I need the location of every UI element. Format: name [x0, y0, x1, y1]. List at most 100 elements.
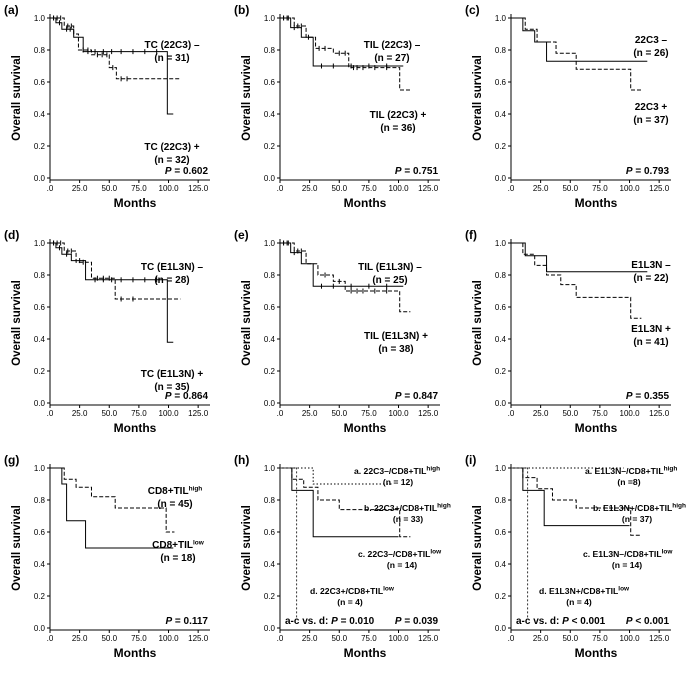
x-tick-label: 50.0 [331, 184, 347, 193]
logrank-p-value: P = 0.039 [395, 616, 439, 627]
y-tick-label: 0.4 [495, 560, 507, 569]
x-tick-label: 25.0 [302, 184, 318, 193]
curve-annotation: c. 22C3–/CD8+TILlow [358, 549, 442, 560]
survival-curve [50, 242, 181, 300]
logrank-p-value: P = 0.117 [165, 616, 208, 627]
survival-curve [50, 17, 181, 80]
panel-label: (d) [4, 228, 19, 242]
y-tick-label: 0.8 [264, 46, 276, 55]
logrank-p-value: P = 0.355 [626, 391, 670, 402]
curve-annotation: TC (22C3) – [144, 40, 199, 51]
curve-annotation: b. E1L3N+/CD8+TILhigh [593, 503, 686, 514]
survival-curve [511, 17, 642, 91]
curve-annotation: (n = 32) [154, 155, 189, 166]
panel-label: (f) [465, 228, 477, 242]
km-chart: (d) 0.0 0.2 0.4 0.6 0.8 1.0 .0 25.0 50.0 75.0 100.0… [4, 228, 210, 435]
y-tick-label: 0.0 [34, 174, 46, 183]
panel-label: (b) [234, 3, 249, 17]
y-tick-label: 0.4 [495, 110, 507, 119]
survival-curve [280, 242, 411, 313]
axis-lines [279, 14, 440, 181]
y-tick-label: 0.6 [34, 528, 46, 537]
curve-annotation: b. 22C3+/CD8+TILhigh [364, 503, 451, 514]
y-tick-label: 1.0 [264, 14, 276, 23]
y-tick-label: 0.0 [495, 399, 507, 408]
y-tick-label: 1.0 [34, 464, 46, 473]
curve-annotation: TIL (E1L3N) + [364, 331, 428, 342]
x-tick-label: .0 [47, 184, 54, 193]
y-axis-label: Overall survival [472, 505, 484, 591]
x-tick-label: 50.0 [101, 409, 117, 418]
x-tick-label: 75.0 [131, 634, 147, 643]
curve-annotation: d. 22C3+/CD8+TILlow [310, 586, 395, 597]
y-axis-label: Overall survival [241, 505, 253, 591]
y-tick-label: 0.4 [34, 110, 46, 119]
x-tick-label: 125.0 [418, 634, 439, 643]
y-tick-label: 0.0 [495, 624, 507, 633]
curve-annotation: (n = 35) [154, 382, 189, 393]
curve-annotation: (n = 37) [633, 115, 668, 126]
x-tick-label: 75.0 [592, 409, 608, 418]
y-axis-label: Overall survival [241, 55, 253, 141]
panel-label: (i) [465, 453, 476, 467]
survival-curve [511, 242, 642, 319]
logrank-p-value: P = 0.847 [395, 391, 439, 402]
curve-annotation: TIL (22C3) + [370, 110, 427, 121]
y-tick-label: 0.8 [495, 46, 507, 55]
curve-annotation: a. E1L3N–/CD8+TILhigh [585, 466, 677, 477]
x-tick-label: 50.0 [331, 634, 347, 643]
km-panel-d: (d) 0.0 0.2 0.4 0.6 0.8 1.0 .0 25.0 50.0 75.0 100.0… [0, 225, 230, 450]
curve-annotation: (n = 41) [633, 337, 668, 348]
curve-annotation: (n =8) [617, 477, 640, 487]
km-panel-c: (c) 0.0 0.2 0.4 0.6 0.8 1.0 .0 25.0 50.0 75.0 100.0… [461, 0, 691, 225]
km-chart: (f) 0.0 0.2 0.4 0.6 0.8 1.0 .0 25.0 50.0 75.0 100.0… [465, 228, 671, 435]
panel-label: (c) [465, 3, 480, 17]
x-axis-label: Months [575, 196, 618, 210]
curve-annotation: (n = 18) [160, 553, 195, 564]
km-panel-a: (a) 0.0 0.2 0.4 0.6 0.8 1.0 .0 25.0 50.0 75.0 100.0… [0, 0, 230, 225]
y-tick-label: 0.2 [264, 142, 276, 151]
y-tick-label: 0.6 [495, 78, 507, 87]
x-tick-label: 125.0 [188, 184, 209, 193]
y-tick-label: 0.0 [34, 399, 46, 408]
y-tick-label: 0.8 [34, 496, 46, 505]
y-tick-label: 1.0 [264, 464, 276, 473]
curve-annotation: TIL (E1L3N) – [358, 262, 422, 273]
x-axis-label: Months [575, 646, 618, 660]
km-chart: (i) 0.0 0.2 0.4 0.6 0.8 1.0 .0 25.0 50.0 75.0 100.0… [465, 453, 686, 660]
y-tick-label: 1.0 [495, 239, 507, 248]
curve-annotation: (n = 31) [154, 53, 189, 64]
y-tick-label: 0.6 [264, 303, 276, 312]
survival-curve [50, 17, 174, 115]
y-tick-label: 0.2 [34, 592, 46, 601]
x-tick-label: .0 [277, 634, 284, 643]
curve-annotation: TC (22C3) + [144, 142, 199, 153]
y-tick-label: 1.0 [495, 14, 507, 23]
curve-annotation: c. E1L3N–/CD8+TILlow [583, 549, 673, 560]
x-tick-label: 125.0 [418, 409, 439, 418]
x-tick-label: 25.0 [302, 634, 318, 643]
curve-annotation: d. E1L3N+/CD8+TILlow [539, 586, 630, 597]
y-tick-label: 0.8 [264, 271, 276, 280]
y-tick-label: 0.8 [495, 271, 507, 280]
x-tick-label: 100.0 [159, 184, 180, 193]
curve-annotation: (n = 45) [157, 499, 192, 510]
x-tick-label: 50.0 [101, 184, 117, 193]
y-tick-label: 0.2 [34, 142, 46, 151]
x-axis-label: Months [114, 421, 157, 435]
x-axis-label: Months [575, 421, 618, 435]
panel-label: (h) [234, 453, 249, 467]
logrank-p-value: P = 0.864 [165, 391, 209, 402]
x-tick-label: 100.0 [620, 634, 641, 643]
x-tick-label: .0 [508, 184, 515, 193]
survival-curve [280, 17, 411, 91]
curve-annotation: (n = 4) [337, 597, 363, 607]
x-tick-label: .0 [47, 634, 54, 643]
y-tick-label: 1.0 [495, 464, 507, 473]
y-tick-label: 1.0 [34, 14, 46, 23]
x-tick-label: 100.0 [159, 634, 180, 643]
y-tick-label: 0.8 [264, 496, 276, 505]
y-tick-label: 0.2 [264, 367, 276, 376]
curve-annotation: (n = 12) [383, 477, 413, 487]
x-tick-label: .0 [508, 634, 515, 643]
